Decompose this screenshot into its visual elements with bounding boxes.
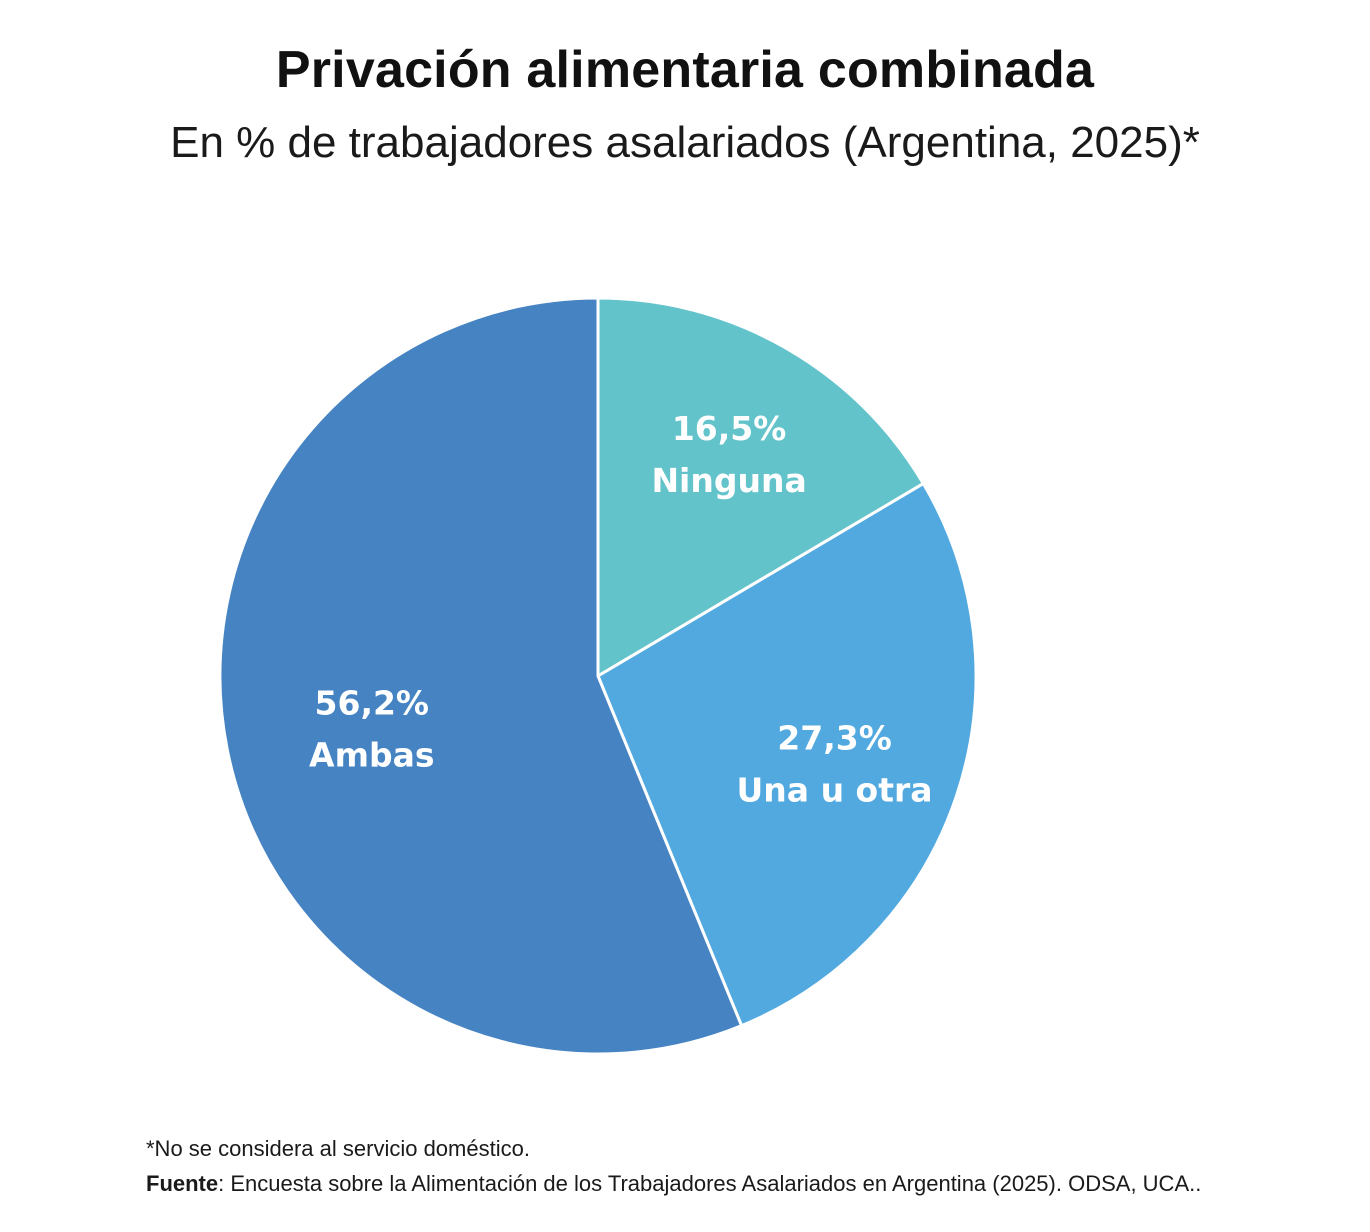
slice-category-label: Ninguna (651, 461, 806, 500)
source-text: : Encuesta sobre la Alimentación de los … (218, 1171, 1202, 1196)
slice-value-label: 16,5% (672, 409, 787, 448)
pie-slice-ambas (218, 296, 744, 1056)
source-label: Fuente (146, 1171, 219, 1196)
slice-value-label: 27,3% (777, 718, 892, 757)
pie-slice-una-u-otra (596, 482, 978, 1028)
source-note: Fuente: Encuesta sobre la Alimentación d… (146, 1171, 1201, 1197)
slice-value-label: 56,2% (315, 684, 430, 723)
slice-category-label: Una u otra (737, 770, 933, 809)
footnote: *No se considera al servicio doméstico. (146, 1136, 530, 1161)
chart-title: Privación alimentaria combinada (275, 41, 1095, 99)
slice-category-label: Ambas (309, 736, 434, 775)
chart-subtitle: En % de trabajadores asalariados (Argent… (170, 118, 1200, 167)
pie-slice-ninguna (596, 296, 925, 678)
